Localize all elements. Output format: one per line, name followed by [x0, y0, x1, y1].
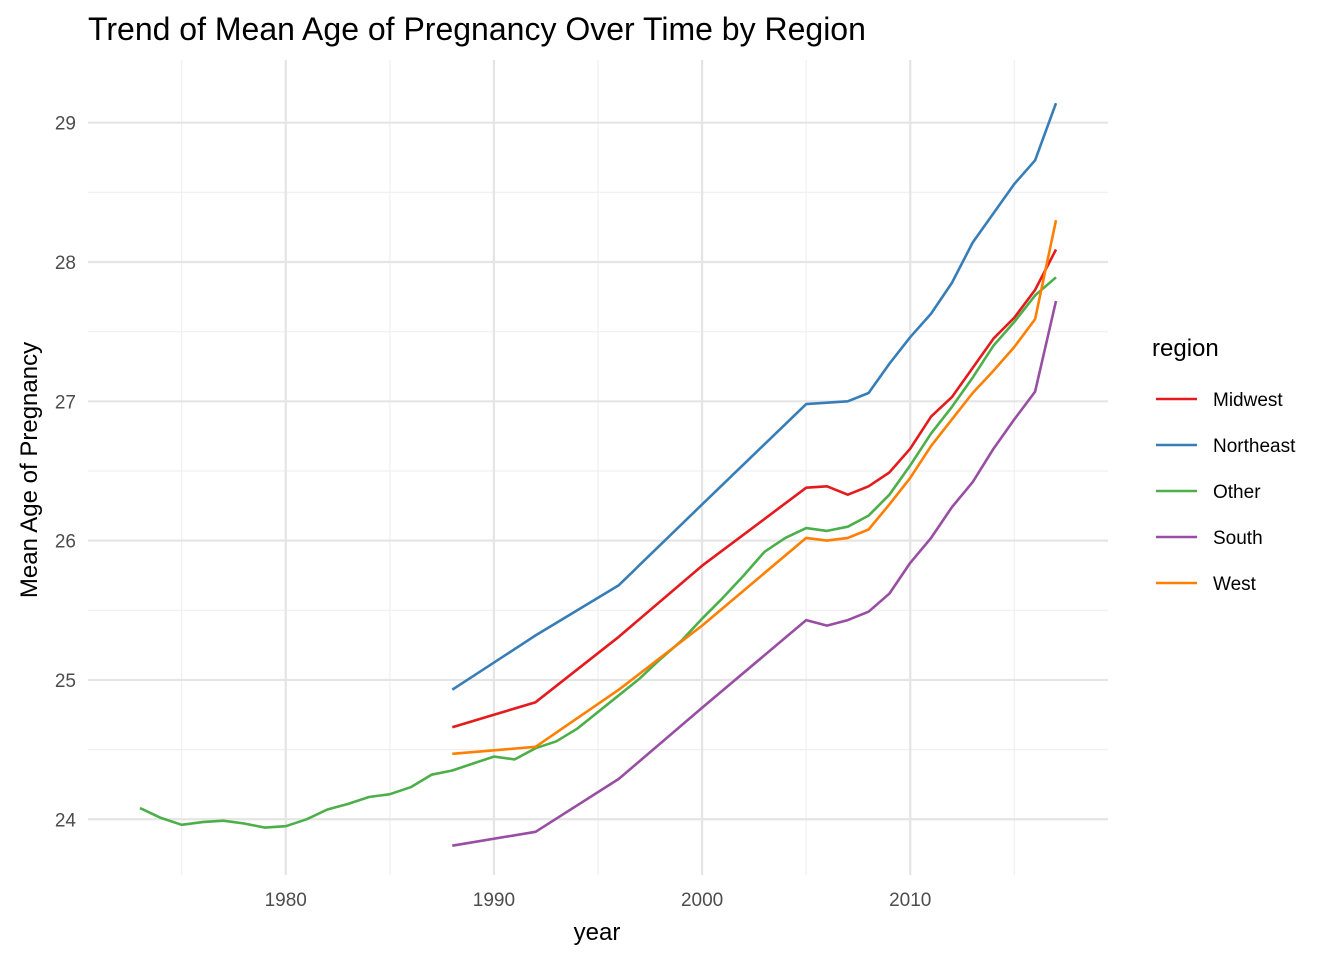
- series-line-midwest: [451, 248, 1058, 729]
- series-line-other: [139, 276, 1057, 829]
- y-tick-label: 24: [55, 810, 77, 831]
- y-tick-label: 25: [55, 671, 76, 692]
- legend-label-west: West: [1213, 574, 1257, 595]
- x-axis-title: year: [574, 919, 621, 946]
- legend-title: region: [1152, 335, 1219, 362]
- x-tick-label: 2010: [889, 890, 931, 911]
- y-tick-label: 26: [55, 532, 76, 553]
- legend-label-northeast: Northeast: [1213, 436, 1296, 457]
- series-lines: [139, 102, 1058, 847]
- grid: [88, 60, 1108, 875]
- legend-label-south: South: [1213, 528, 1263, 549]
- series-line-northeast: [451, 102, 1058, 691]
- x-tick-label: 1980: [265, 890, 307, 911]
- legend-items: Midwest Northeast Other South West: [1156, 390, 1296, 595]
- x-tick-label: 2000: [681, 890, 723, 911]
- y-tick-label: 29: [55, 114, 76, 135]
- chart-title: Trend of Mean Age of Pregnancy Over Time…: [88, 11, 866, 47]
- series-line-west: [452, 219, 1058, 756]
- legend: region Midwest Northeast Other South West: [1152, 335, 1296, 595]
- legend-label-other: Other: [1213, 482, 1261, 503]
- y-tick-label: 28: [55, 253, 76, 274]
- legend-label-midwest: Midwest: [1213, 390, 1283, 411]
- y-tick-label: 27: [55, 392, 76, 413]
- axis-ticks: 1980 1990 2000 2010 24 25 26 27 28 29: [55, 114, 932, 911]
- y-axis-title: Mean Age of Pregnancy: [16, 342, 43, 598]
- x-tick-label: 1990: [473, 890, 515, 911]
- series-line-south: [452, 300, 1058, 847]
